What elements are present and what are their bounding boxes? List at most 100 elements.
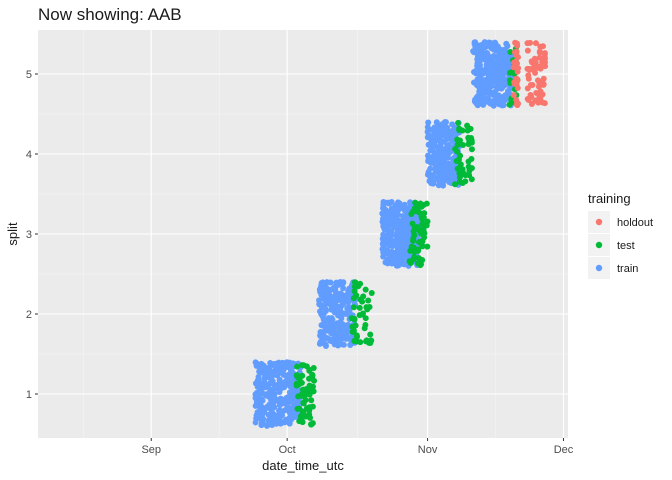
point-holdout xyxy=(510,92,517,99)
point-test xyxy=(308,397,315,404)
point-train xyxy=(389,207,396,214)
point-test xyxy=(411,232,418,239)
point-holdout xyxy=(534,77,541,84)
point-test xyxy=(419,221,426,228)
y-axis-ticks: 1 2 3 4 5 xyxy=(26,69,38,401)
point-test xyxy=(361,325,368,332)
point-test xyxy=(299,372,306,379)
point-test xyxy=(465,134,472,141)
point-train xyxy=(403,218,410,225)
point-test xyxy=(309,375,316,382)
point-train xyxy=(384,260,391,267)
y-tick-label: 5 xyxy=(26,69,32,81)
point-test xyxy=(351,316,358,323)
point-test xyxy=(408,258,415,265)
point-train xyxy=(491,92,498,99)
point-test xyxy=(306,391,313,398)
point-holdout xyxy=(542,63,549,70)
point-train xyxy=(493,78,500,85)
point-test xyxy=(459,141,466,148)
point-test xyxy=(410,248,417,255)
point-train xyxy=(441,121,448,128)
point-train xyxy=(401,201,408,208)
point-train xyxy=(385,200,392,207)
point-test xyxy=(454,165,461,172)
point-train xyxy=(481,94,487,101)
point-train xyxy=(474,66,481,73)
y-tick-label: 2 xyxy=(26,309,32,321)
point-train xyxy=(446,170,453,177)
x-tick-label: Dec xyxy=(554,444,574,456)
point-train xyxy=(425,119,432,126)
point-train xyxy=(329,320,336,327)
point-train xyxy=(282,361,289,368)
point-holdout xyxy=(536,48,543,55)
point-test xyxy=(350,304,357,311)
point-test xyxy=(294,363,301,370)
point-train xyxy=(259,397,266,404)
point-train xyxy=(284,404,291,411)
legend-label-train: train xyxy=(617,263,638,275)
point-holdout xyxy=(536,63,543,70)
data-points xyxy=(252,39,549,429)
point-test xyxy=(351,279,358,286)
point-test xyxy=(296,405,303,412)
legend-label-holdout: holdout xyxy=(617,217,653,229)
point-train xyxy=(253,398,260,405)
point-train xyxy=(504,53,511,60)
point-train xyxy=(470,49,477,56)
point-test xyxy=(412,199,419,206)
point-test xyxy=(468,146,475,153)
y-tick-label: 1 xyxy=(26,389,32,401)
point-test xyxy=(466,172,473,179)
point-train xyxy=(488,78,495,85)
point-train xyxy=(265,371,272,378)
point-train xyxy=(272,370,279,377)
point-holdout xyxy=(524,85,531,92)
x-tick-label: Sep xyxy=(141,444,161,456)
point-train xyxy=(346,308,353,315)
point-test xyxy=(418,230,425,237)
point-train xyxy=(443,161,450,168)
point-holdout xyxy=(525,72,532,79)
point-train xyxy=(431,152,438,159)
point-train xyxy=(381,213,388,220)
point-train xyxy=(277,420,284,427)
point-train xyxy=(479,53,486,60)
point-holdout xyxy=(533,89,540,96)
point-test xyxy=(419,215,426,222)
point-train xyxy=(478,76,485,83)
point-train xyxy=(427,140,434,147)
point-train xyxy=(471,41,478,48)
point-test xyxy=(303,405,310,412)
point-test xyxy=(300,399,307,406)
legend-key-holdout xyxy=(595,218,603,226)
point-test xyxy=(452,181,459,188)
point-train xyxy=(446,178,453,185)
chart-title: Now showing: AAB xyxy=(38,5,182,24)
legend-key-test xyxy=(595,241,603,249)
point-train xyxy=(499,84,506,91)
point-train xyxy=(380,202,387,209)
point-test xyxy=(454,148,461,155)
point-test xyxy=(411,254,418,261)
point-train xyxy=(380,222,387,229)
point-train xyxy=(319,280,326,287)
point-test xyxy=(362,286,369,293)
point-train xyxy=(253,362,260,369)
point-test xyxy=(307,414,314,421)
point-test xyxy=(507,69,514,76)
legend-keys: holdout test train xyxy=(588,211,653,279)
point-train xyxy=(252,380,259,387)
point-test xyxy=(301,387,308,394)
point-train xyxy=(322,305,329,312)
point-train xyxy=(328,305,335,312)
point-train xyxy=(484,51,491,58)
point-train xyxy=(436,165,443,172)
x-tick-label: Oct xyxy=(279,444,296,456)
point-train xyxy=(380,244,387,251)
point-train xyxy=(427,165,434,172)
point-test xyxy=(419,257,426,264)
point-train xyxy=(255,373,262,380)
